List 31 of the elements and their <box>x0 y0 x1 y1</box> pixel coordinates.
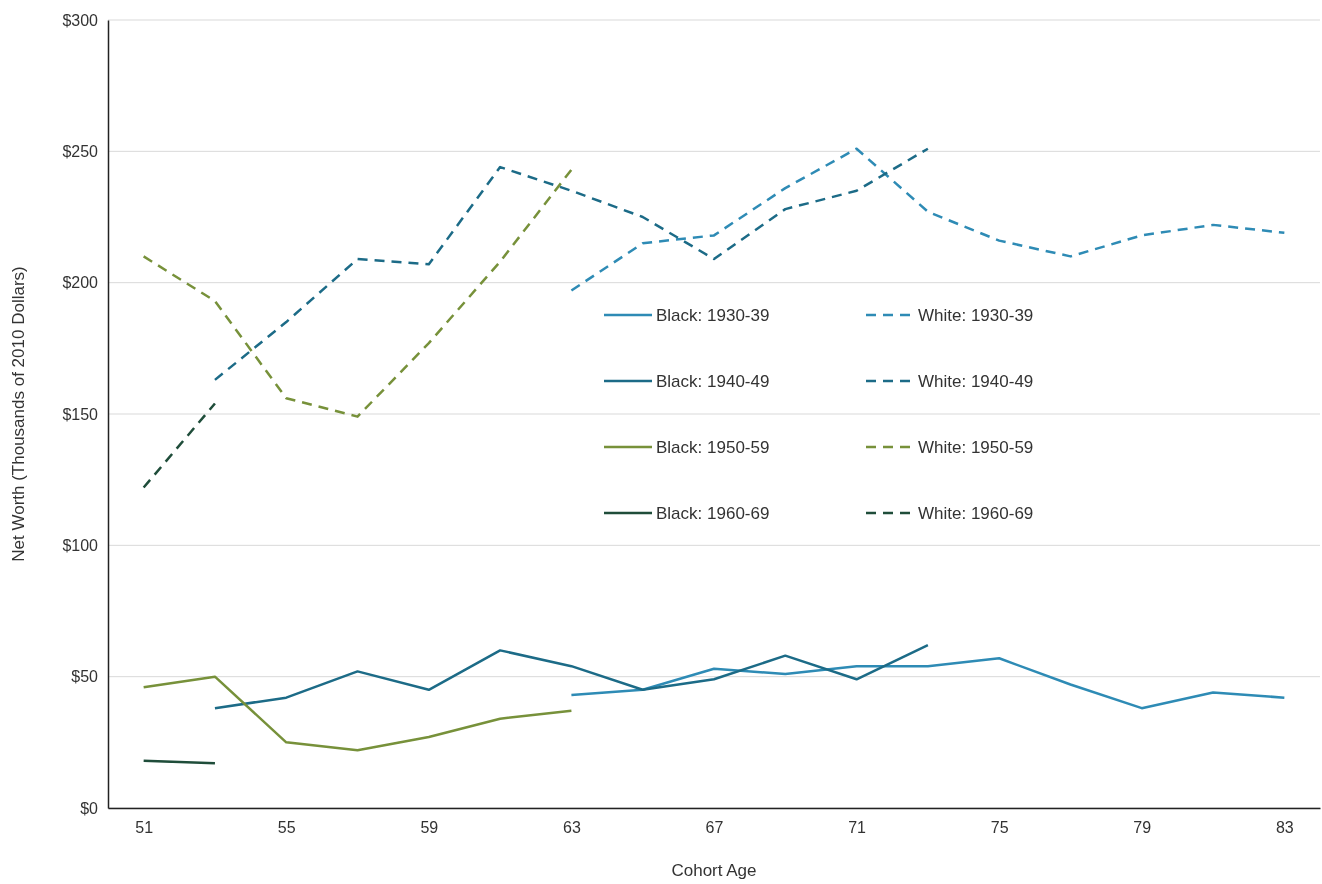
line-series <box>570 657 1286 710</box>
x-tick-label: 51 <box>135 819 154 837</box>
line-series <box>570 147 1286 292</box>
x-tick-label: 55 <box>277 819 296 837</box>
y-tick-label: $300 <box>62 11 99 29</box>
legend-label: White: 1930-39 <box>918 305 1034 325</box>
y-axis-title: Net Worth (Thousands of 2010 Dollars) <box>9 266 28 562</box>
x-tick-label: 79 <box>1133 819 1152 837</box>
y-tick-label: $200 <box>62 274 99 292</box>
legend-label: White: 1940-49 <box>918 371 1034 391</box>
legend-label: Black: 1940-49 <box>656 371 770 391</box>
legend-label: White: 1950-59 <box>918 437 1034 457</box>
x-tick-label: 71 <box>848 819 867 837</box>
legend-label: Black: 1960-69 <box>656 503 770 523</box>
legend-label: Black: 1950-59 <box>656 437 770 457</box>
y-tick-label: $100 <box>62 536 99 554</box>
x-tick-label: 83 <box>1275 819 1294 837</box>
x-axis-title: Cohort Age <box>671 861 757 880</box>
y-tick-label: $50 <box>71 668 99 686</box>
legend-label: Black: 1930-39 <box>656 305 770 325</box>
y-tick-label: $0 <box>80 799 99 817</box>
line-series <box>142 168 573 418</box>
y-tick-label: $250 <box>62 142 99 160</box>
line-series <box>142 675 573 752</box>
x-tick-label: 63 <box>563 819 581 837</box>
y-tick-label: $150 <box>62 405 99 423</box>
x-tick-label: 59 <box>420 819 439 837</box>
x-tick-label: 75 <box>990 819 1009 837</box>
legend-label: White: 1960-69 <box>918 503 1034 523</box>
line-series <box>213 643 930 710</box>
x-tick-label: 67 <box>705 819 724 837</box>
